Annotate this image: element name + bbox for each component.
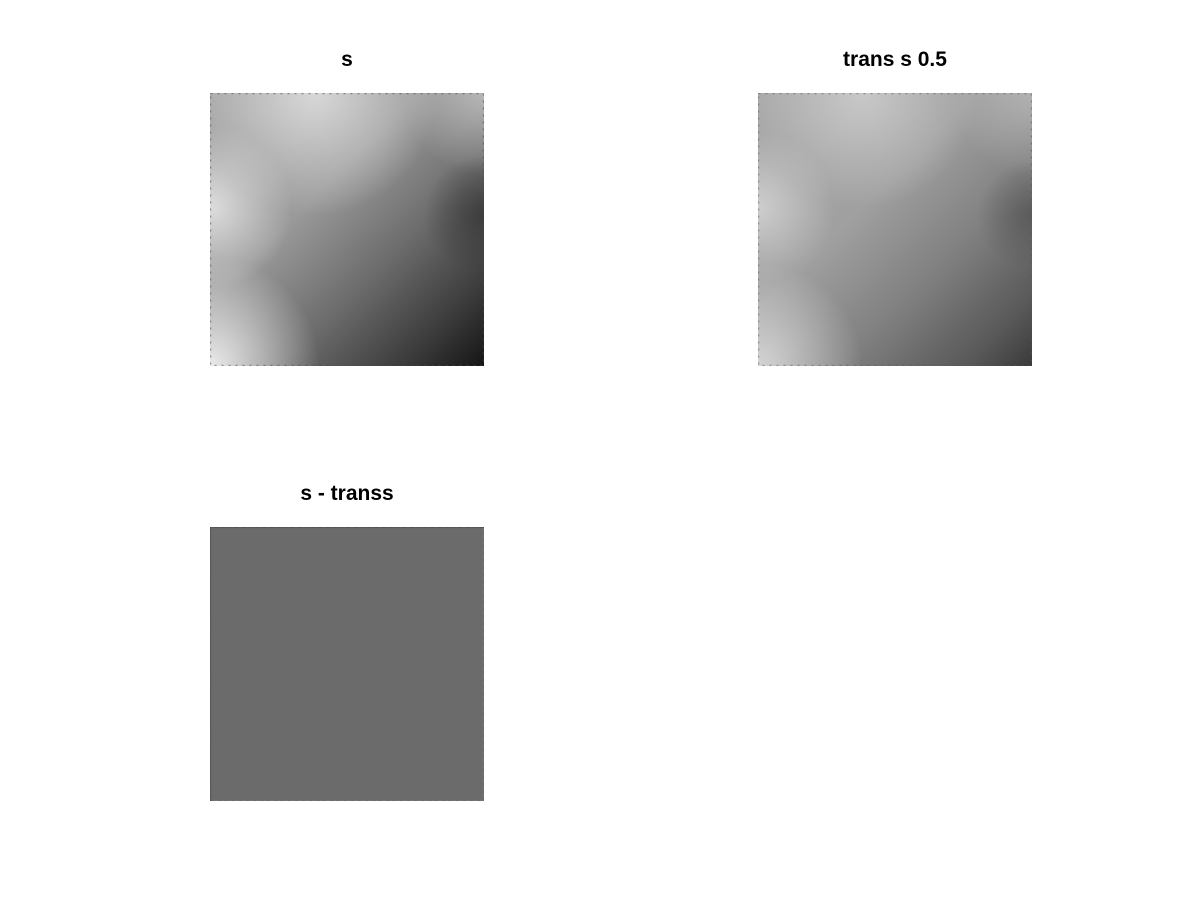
heatmap-svg-s bbox=[210, 93, 484, 366]
heatmap-svg-s-minus-transs bbox=[210, 527, 484, 801]
subplot-trans-s: trans s 0.5 bbox=[698, 46, 1092, 376]
heatmap-image-trans-s bbox=[758, 93, 1032, 366]
subplot-title-s-minus-transs: s - transs bbox=[300, 482, 394, 505]
subplot-s-minus-transs: s - transs bbox=[150, 480, 544, 810]
subplot-title-s: s bbox=[341, 48, 353, 71]
subplot-s: s bbox=[150, 46, 544, 376]
subplot-title-trans-s: trans s 0.5 bbox=[843, 48, 947, 71]
heatmap-svg-trans-s bbox=[758, 93, 1032, 366]
heatmap-image-s bbox=[210, 93, 484, 366]
heatmap-image-s-minus-transs bbox=[210, 527, 484, 801]
